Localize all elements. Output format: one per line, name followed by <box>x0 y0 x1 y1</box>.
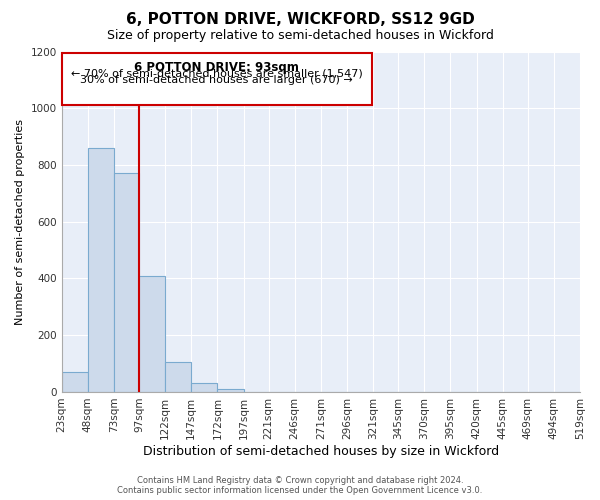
Bar <box>114 174 139 392</box>
Y-axis label: Number of semi-detached properties: Number of semi-detached properties <box>15 118 25 324</box>
FancyBboxPatch shape <box>62 53 372 106</box>
Text: Size of property relative to semi-detached houses in Wickford: Size of property relative to semi-detach… <box>107 29 493 42</box>
Text: 6, POTTON DRIVE, WICKFORD, SS12 9GD: 6, POTTON DRIVE, WICKFORD, SS12 9GD <box>125 12 475 28</box>
Bar <box>217 389 244 392</box>
Bar <box>191 384 217 392</box>
Text: ← 70% of semi-detached houses are smaller (1,547): ← 70% of semi-detached houses are smalle… <box>71 68 363 78</box>
Bar <box>165 362 191 392</box>
Text: Contains HM Land Registry data © Crown copyright and database right 2024.
Contai: Contains HM Land Registry data © Crown c… <box>118 476 482 495</box>
Bar <box>88 148 114 392</box>
Bar <box>62 372 88 392</box>
Text: 30% of semi-detached houses are larger (670) →: 30% of semi-detached houses are larger (… <box>80 75 353 85</box>
Bar <box>139 276 165 392</box>
X-axis label: Distribution of semi-detached houses by size in Wickford: Distribution of semi-detached houses by … <box>143 444 499 458</box>
Text: 6 POTTON DRIVE: 93sqm: 6 POTTON DRIVE: 93sqm <box>134 61 299 74</box>
